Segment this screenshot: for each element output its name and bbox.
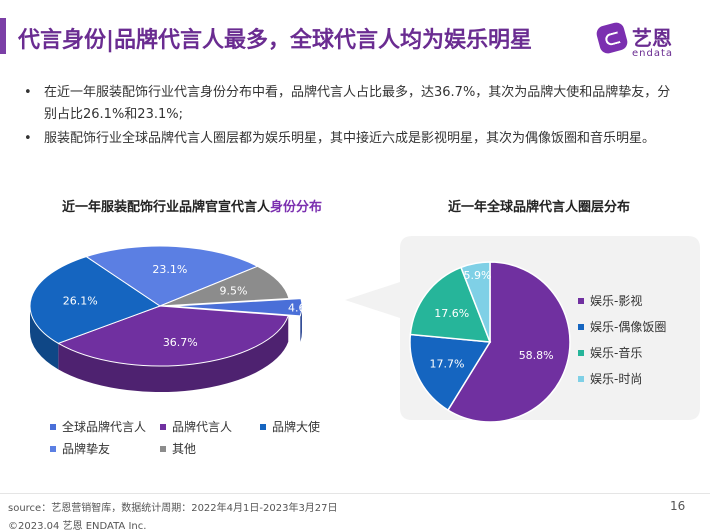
endata-logo-icon	[594, 20, 630, 56]
pie-slice	[57, 305, 289, 367]
pie-data-label: 26.1%	[63, 295, 98, 308]
bullet-item: • 服装配饰行业全球品牌代言人圈层都为娱乐明星，其中接近六成是影视明星，其次为偶…	[22, 128, 682, 150]
legend-item: 娱乐-音乐	[578, 344, 642, 361]
pie-slice	[446, 261, 571, 423]
legend-item: 品牌大使	[260, 418, 320, 435]
left-chart-title-highlight: 身份分布	[270, 200, 323, 215]
legend-label: 品牌大使	[272, 420, 321, 434]
legend-item: 娱乐-影视	[578, 292, 642, 309]
legend-item: 其他	[160, 440, 196, 457]
pie-slice	[85, 245, 259, 307]
pie-data-label: 36.7%	[163, 336, 198, 349]
pie-data-label: 58.8%	[519, 349, 554, 362]
legend-item: 品牌挚友	[50, 440, 110, 457]
legend-swatch	[50, 445, 56, 452]
logo-en-text: endata	[632, 48, 674, 59]
legend-label: 品牌代言人	[172, 420, 233, 434]
legend-swatch	[578, 323, 584, 330]
pie-data-label: 9.5%	[219, 285, 247, 298]
legend-item: 全球品牌代言人	[50, 418, 146, 435]
footer-source: source：艺恩营销智库，数据统计周期：2022年4月1日-2023年3月27…	[8, 503, 338, 514]
pie-data-label: 4.6%	[288, 301, 316, 314]
pie-slice-side	[30, 306, 59, 370]
pie-slice	[171, 298, 303, 317]
legend-swatch	[578, 375, 584, 382]
legend-label: 娱乐-时尚	[590, 372, 643, 386]
bullet-item: • 在近一年服装配饰行业代言身份分布中看，品牌代言人占比最多，达36.7%，其次…	[22, 82, 682, 126]
bullet-text: 服装配饰行业全球品牌代言人圈层都为娱乐明星，其中接近六成是影视明星，其次为偶像饭…	[44, 131, 656, 146]
footer-copyright: ©2023.04 艺恩 ENDATA Inc.	[8, 521, 147, 532]
legend-label: 全球品牌代言人	[62, 420, 147, 434]
pie-slice-side	[58, 315, 289, 392]
pie-data-label: 17.6%	[434, 307, 469, 320]
pie-data-label: 23.1%	[152, 263, 187, 276]
legend-label: 娱乐-偶像饭圈	[590, 320, 667, 334]
left-pie-chart: 4.6% 36.7% 26.1% 23.1% 9.5%	[29, 245, 316, 392]
pie-slice	[29, 256, 162, 344]
bullet-dot-icon: •	[24, 131, 32, 146]
legend-label: 其他	[172, 442, 197, 456]
left-chart-title-prefix: 近一年服装配饰行业品牌官宣代言人	[62, 200, 271, 215]
bullet-dot-icon: •	[24, 85, 32, 100]
pie-slice	[460, 261, 491, 343]
legend-swatch	[578, 349, 584, 356]
logo-cn-text: 艺恩	[632, 26, 672, 50]
pie-slice	[159, 265, 290, 307]
endata-logo: 艺恩 endata	[594, 20, 688, 64]
pie-slice	[409, 266, 492, 343]
title-accent-bar	[0, 18, 6, 54]
pie-data-label: 5.9%	[463, 269, 491, 282]
legend-label: 娱乐-音乐	[590, 346, 643, 360]
legend-label: 品牌挚友	[62, 442, 111, 456]
legend-label: 娱乐-影视	[590, 294, 643, 308]
pie-data-label: 17.7%	[430, 357, 465, 370]
footer-divider	[0, 493, 710, 494]
legend-swatch	[160, 445, 166, 452]
bullet-text: 在近一年服装配饰行业代言身份分布中看，品牌代言人占比最多，达36.7%，其次为品…	[44, 85, 671, 122]
right-pie-chart: 58.8% 17.7% 17.6% 5.9%	[409, 261, 571, 423]
legend-item: 品牌代言人	[160, 418, 232, 435]
right-chart-title: 近一年全球品牌代言人圈层分布	[448, 200, 631, 215]
pie-slice	[409, 333, 492, 412]
legend-swatch	[578, 297, 584, 304]
summary-bullets: • 在近一年服装配饰行业代言身份分布中看，品牌代言人占比最多，达36.7%，其次…	[22, 82, 682, 152]
page-number: 16	[670, 499, 686, 513]
legend-swatch	[160, 423, 166, 430]
page-title: 代言身份|品牌代言人最多，全球代言人均为娱乐明星	[18, 28, 533, 53]
legend-swatch	[260, 423, 266, 430]
legend-swatch	[50, 423, 56, 430]
legend-item: 娱乐-偶像饭圈	[578, 318, 666, 335]
left-chart-title: 近一年服装配饰行业品牌官宣代言人身份分布	[62, 196, 322, 215]
legend-item: 娱乐-时尚	[578, 370, 642, 387]
